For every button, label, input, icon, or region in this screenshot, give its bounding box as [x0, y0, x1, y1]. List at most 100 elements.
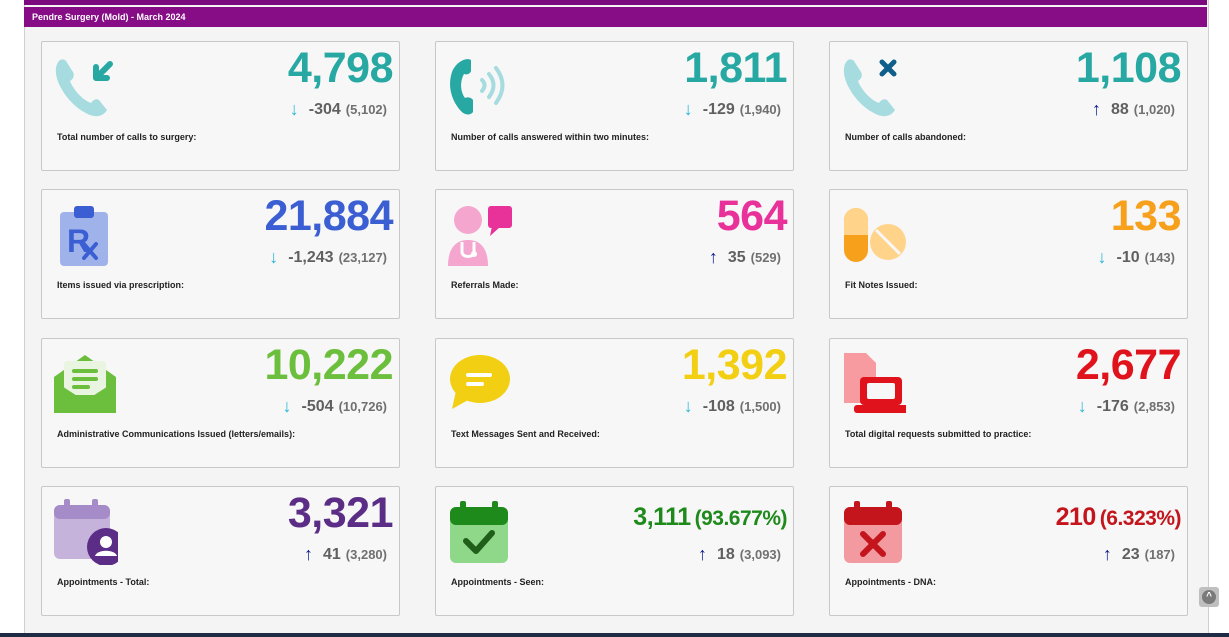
speech-bubble-icon	[446, 351, 512, 417]
metric-number: 3,321	[287, 489, 394, 537]
metric-change: ↓ -304 (5,102)	[290, 99, 387, 120]
metric-number: 2,677	[1075, 341, 1182, 389]
metric-value: 564	[716, 192, 788, 241]
metric-card-calls-answered: 1,811 ↓ -129 (1,940) Number of calls answere…	[435, 41, 794, 171]
pills-icon	[840, 202, 906, 268]
metric-value: 3,321	[287, 489, 394, 538]
metric-card-calls-abandoned: 1,108 ↑ 88 (1,020) Number of calls abandoned…	[829, 41, 1188, 171]
change-amount: 88	[1111, 100, 1129, 118]
metric-card-appt-dna: 210 (6.323%) ↑ 23 (187) Appointments - DNA:	[829, 486, 1188, 616]
arrow-down-icon: ↓	[289, 99, 299, 119]
metric-change: ↑ 35 (529)	[709, 247, 781, 268]
metric-card-digital-requests: 2,677 ↓ -176 (2,853) Total digital requests …	[829, 338, 1188, 468]
calendar-user-icon	[52, 499, 118, 565]
doctor-chat-icon	[446, 202, 512, 268]
metric-card-text-messages: 1,392 ↓ -108 (1,500) Text Messages Sent and …	[435, 338, 794, 468]
change-amount: 41	[323, 545, 341, 563]
metric-label: Number of calls answered within two minu…	[451, 132, 650, 142]
metric-change: ↑ 23 (187)	[1103, 544, 1175, 565]
metric-value: 4,798	[287, 44, 394, 93]
metric-label: Appointments - DNA:	[845, 577, 936, 587]
svg-text:R: R	[67, 223, 90, 259]
arrow-up-icon: ↑	[708, 247, 718, 267]
metric-value: 1,811	[684, 44, 787, 93]
metric-card-appt-seen: 3,111 (93.677%) ↑ 18 (3,093) Appointments - S…	[435, 486, 794, 616]
metric-label: Fit Notes Issued:	[845, 280, 918, 290]
metric-card-fit-notes: 133 ↓ -10 (143) Fit Notes Issued:	[829, 189, 1188, 319]
calendar-check-icon	[446, 499, 512, 565]
metric-change: ↓ -10 (143)	[1098, 247, 1175, 268]
metric-card-appt-total: 3,321 ↑ 41 (3,280) Appointments - Total:	[41, 486, 400, 616]
arrow-up-icon: ↑	[1102, 544, 1112, 564]
ringing-phone-icon	[446, 54, 512, 120]
metric-label: Text Messages Sent and Received:	[451, 429, 600, 439]
previous-value: (1,020)	[1133, 102, 1175, 117]
metric-number: 1,108	[1075, 44, 1182, 92]
arrow-down-icon: ↓	[269, 247, 279, 267]
metric-number: 1,392	[681, 341, 788, 389]
previous-value: (143)	[1144, 250, 1175, 265]
metric-label: Appointments - Total:	[57, 577, 150, 587]
previous-value: (2,853)	[1133, 399, 1175, 414]
arrow-up-icon: ↑	[304, 544, 313, 564]
metric-card-calls-total: 4,798 ↓ -304 (5,102) Total number of calls t…	[41, 41, 400, 171]
metric-percentage: (6.323%)	[1099, 507, 1182, 530]
previous-value: (5,102)	[345, 102, 387, 117]
metric-label: Administrative Communications Issued (le…	[57, 429, 296, 439]
previous-value: (187)	[1144, 547, 1175, 562]
metric-value: 133	[1110, 192, 1182, 241]
metric-number: 133	[1110, 192, 1182, 240]
arrow-down-icon: ↓	[1097, 247, 1107, 267]
scroll-to-top-button[interactable]: ^	[1199, 587, 1219, 607]
metric-change: ↓ -108 (1,500)	[684, 396, 781, 417]
metric-value: 10,222	[264, 341, 393, 390]
metric-number: 4,798	[287, 44, 394, 92]
metric-change: ↑ 41 (3,280)	[304, 544, 387, 565]
change-amount: -176	[1096, 397, 1129, 415]
metric-value: 1,392	[681, 341, 788, 390]
change-amount: 35	[727, 248, 746, 266]
metric-label: Number of calls abandoned:	[845, 132, 967, 142]
metric-card-admin-comms: 10,222 ↓ -504 (10,726) Administrative Commun…	[41, 338, 400, 468]
change-amount: -1,243	[288, 248, 334, 266]
previous-value: (1,500)	[739, 399, 781, 414]
metric-change: ↓ -176 (2,853)	[1078, 396, 1175, 417]
metric-change: ↑ 18 (3,093)	[698, 544, 781, 565]
metric-change: ↑ 88 (1,020)	[1092, 99, 1175, 120]
change-amount: 23	[1121, 545, 1140, 563]
taskbar-edge	[0, 633, 1229, 637]
metric-percentage: (93.677%)	[694, 507, 788, 530]
arrow-up-icon: ↑	[1092, 99, 1101, 119]
metric-label: Total digital requests submitted to prac…	[845, 429, 1032, 439]
prescription-clipboard-icon: R	[52, 202, 118, 268]
arrow-down-icon: ↓	[683, 396, 693, 416]
laptop-document-icon	[840, 351, 906, 417]
metric-value: 3,111 (93.677%)	[633, 503, 787, 532]
metric-label: Items issued via prescription:	[57, 280, 185, 290]
metric-number: 1,811	[684, 44, 787, 92]
metric-number: 564	[716, 192, 788, 240]
arrow-down-icon: ↓	[683, 99, 693, 119]
metric-change: ↓ -129 (1,940)	[684, 99, 781, 120]
metric-change: ↓ -504 (10,726)	[283, 396, 387, 417]
arrow-down-icon: ↓	[1077, 396, 1087, 416]
arrow-down-icon: ↓	[282, 396, 292, 416]
previous-value: (3,093)	[739, 547, 781, 562]
previous-value: (10,726)	[338, 399, 387, 414]
previous-value: (1,940)	[739, 102, 781, 117]
metric-label: Total number of calls to surgery:	[57, 132, 197, 142]
top-accent-bar	[24, 0, 1207, 5]
metric-value: 1,108	[1075, 44, 1182, 93]
page-title: Pendre Surgery (Mold) - March 2024	[24, 7, 1207, 27]
metric-change: ↓ -1,243 (23,127)	[269, 247, 387, 268]
previous-value: (529)	[750, 250, 781, 265]
call-abandoned-icon	[840, 54, 906, 120]
metric-value: 21,884	[264, 192, 393, 241]
change-amount: -304	[308, 100, 341, 118]
previous-value: (3,280)	[345, 547, 387, 562]
metric-number: 10,222	[264, 341, 393, 389]
metric-number: 3,111	[633, 503, 691, 531]
metric-value: 210 (6.323%)	[1056, 503, 1182, 532]
metric-card-prescriptions: R 21,884 ↓ -1,243 (23,127) Items issued via p…	[41, 189, 400, 319]
arrow-up-icon: ↑	[698, 544, 707, 564]
